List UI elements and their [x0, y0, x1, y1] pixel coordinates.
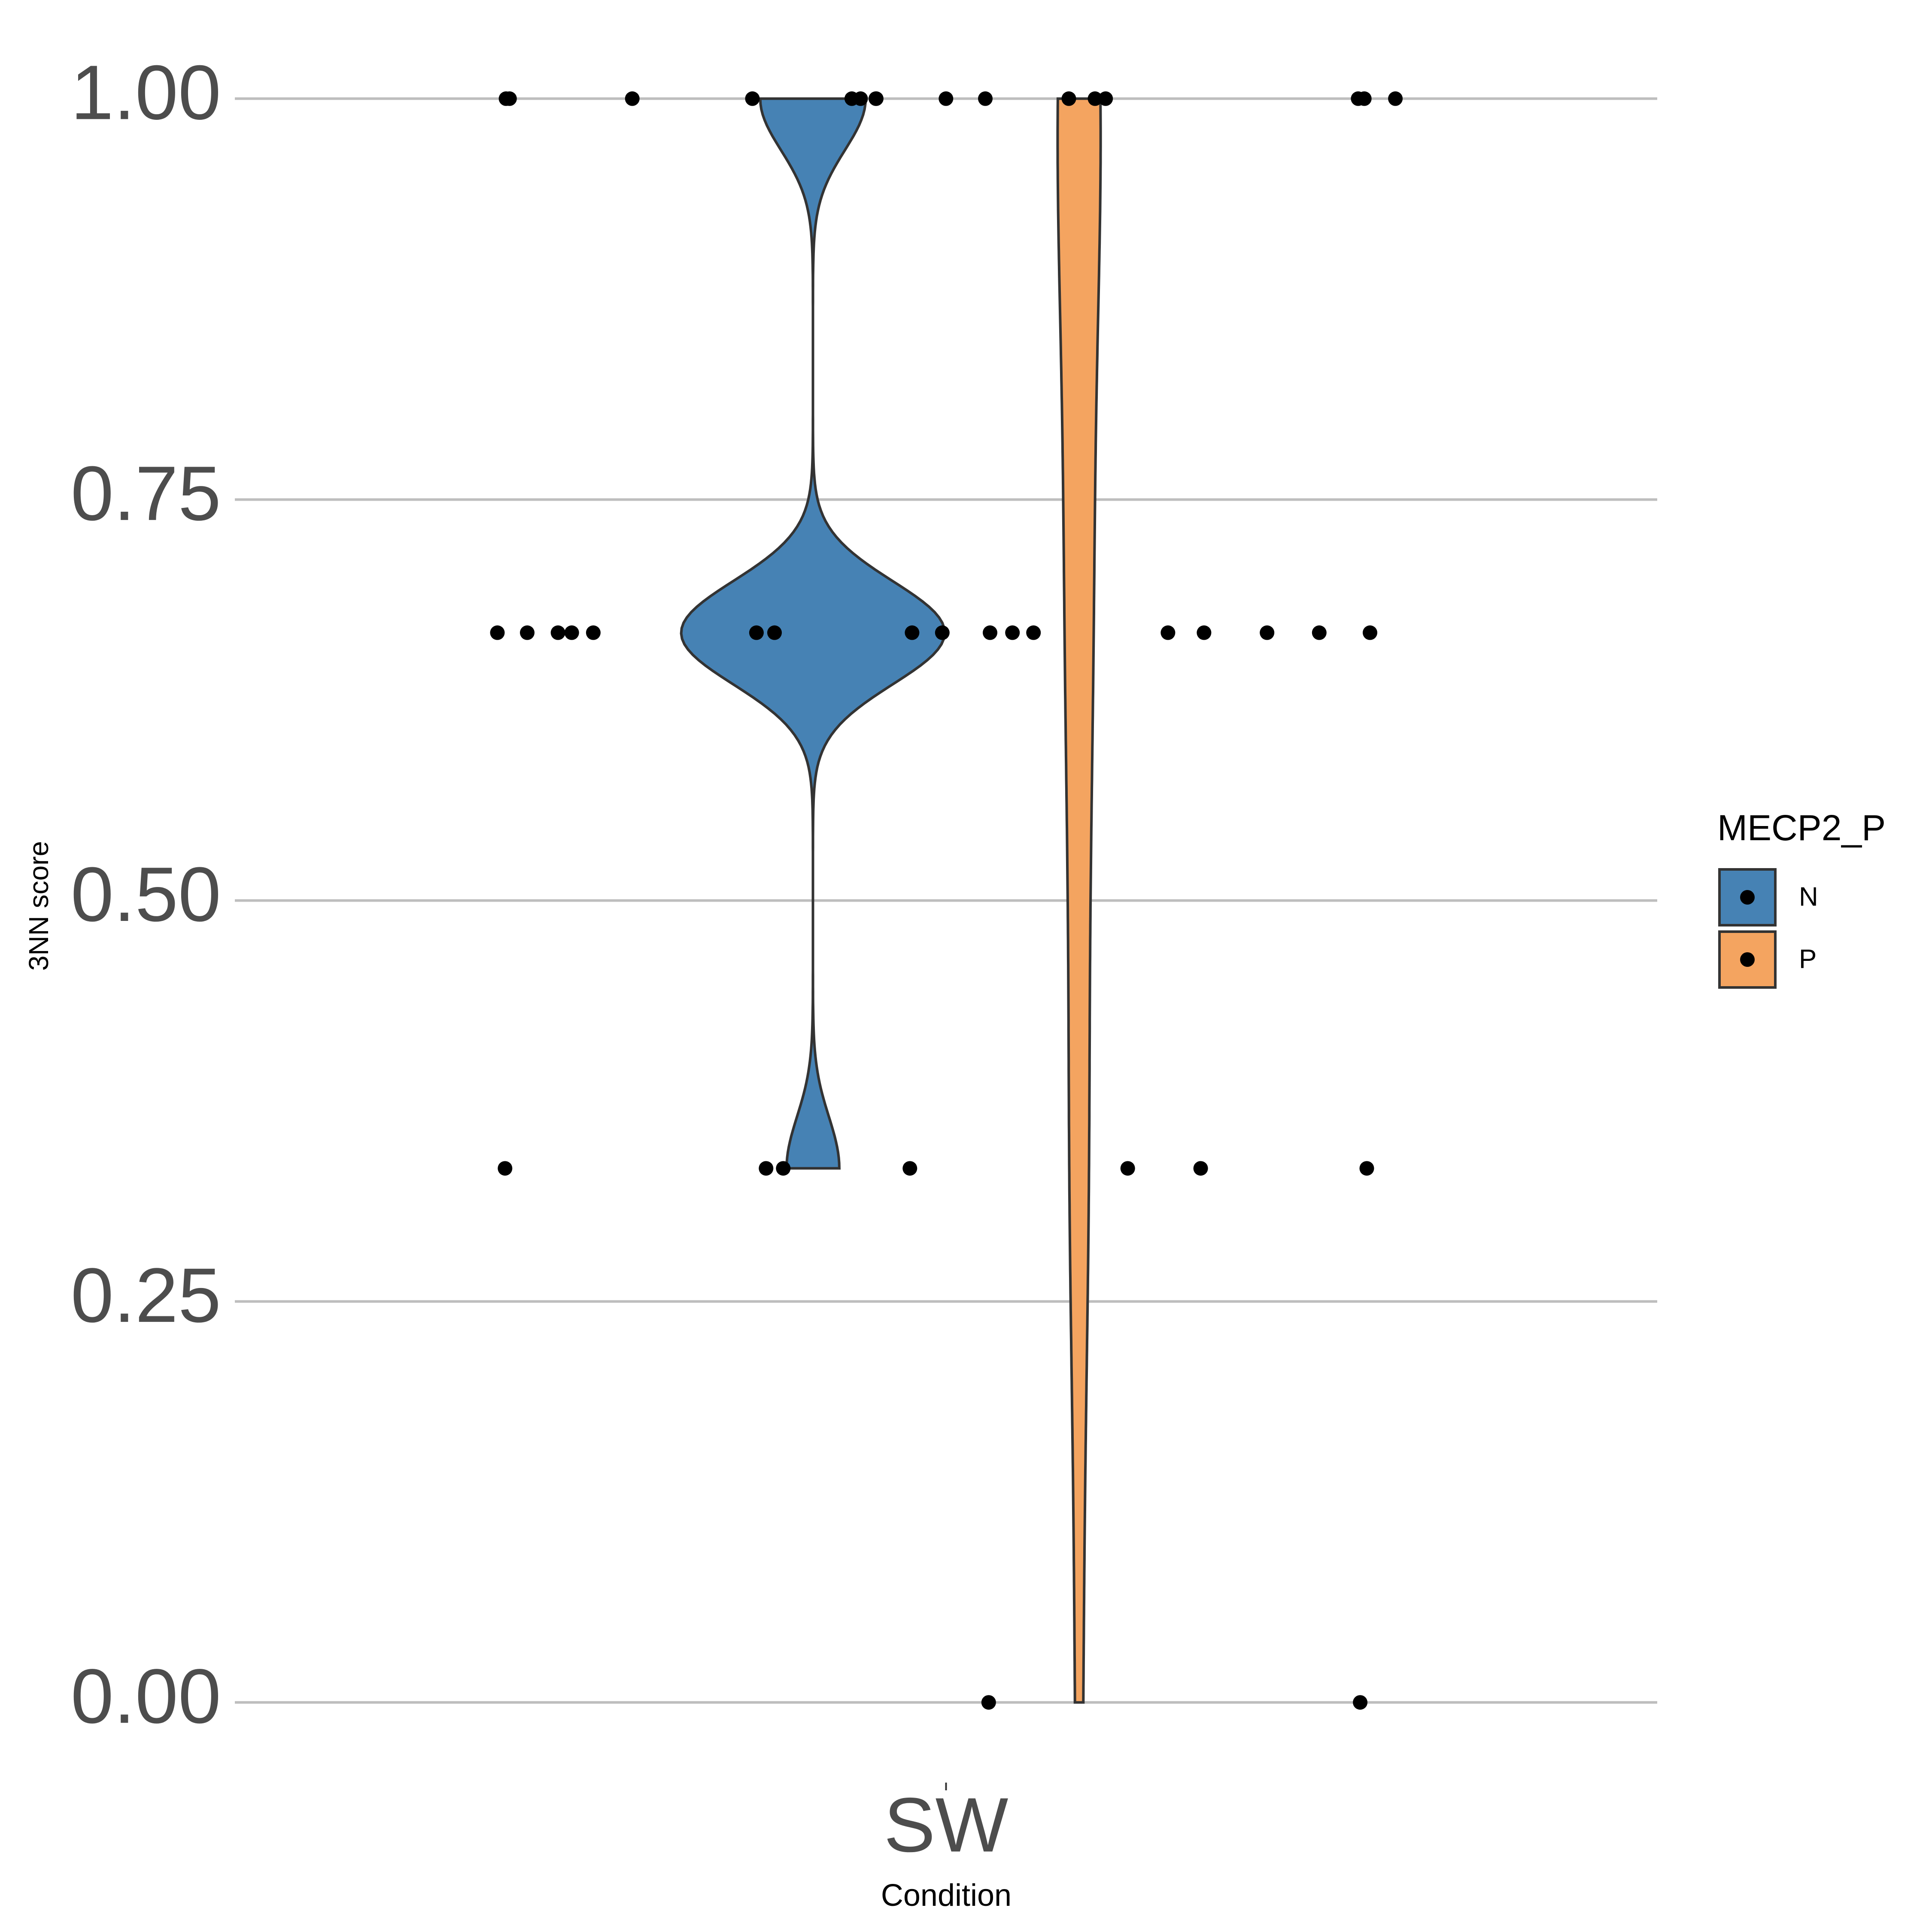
x-tick-label: SW — [884, 1782, 1009, 1868]
legend-title: MECP2_P — [1717, 808, 1886, 848]
data-point — [902, 1161, 917, 1176]
data-point — [1193, 1161, 1208, 1176]
y-tick-label: 0.00 — [71, 1653, 221, 1740]
data-point — [776, 1161, 791, 1176]
data-point — [1098, 91, 1113, 106]
y-tick-label: 1.00 — [71, 49, 221, 136]
data-point — [939, 91, 954, 106]
data-point — [749, 625, 764, 640]
data-point — [853, 91, 868, 106]
data-point — [869, 91, 884, 106]
data-point — [1353, 1695, 1368, 1710]
data-point — [1088, 91, 1103, 106]
data-point — [1260, 625, 1275, 640]
data-point — [1197, 625, 1212, 640]
y-axis-title: 3NN score — [23, 841, 54, 971]
y-tick-label: 0.25 — [71, 1252, 221, 1339]
data-point — [1363, 625, 1377, 640]
y-tick-label: 0.50 — [71, 851, 221, 938]
legend-point — [1740, 890, 1755, 905]
data-point — [905, 625, 920, 640]
data-point — [586, 625, 601, 640]
data-point — [1388, 91, 1403, 106]
data-point — [498, 1161, 513, 1176]
x-axis-title: Condition — [881, 1878, 1012, 1913]
data-point — [935, 625, 950, 640]
y-tick-label: 0.75 — [71, 450, 221, 537]
data-point — [625, 91, 640, 106]
data-point — [1005, 625, 1020, 640]
data-point — [564, 625, 579, 640]
data-point — [767, 625, 782, 640]
data-point — [1160, 625, 1176, 640]
data-point — [745, 91, 760, 106]
data-point — [520, 625, 535, 640]
legend-label: P — [1799, 944, 1817, 974]
data-point — [981, 1695, 996, 1710]
data-point — [490, 625, 505, 640]
data-point — [1026, 625, 1041, 640]
legend-point — [1740, 952, 1755, 967]
data-point — [978, 91, 993, 106]
data-point — [1120, 1161, 1135, 1176]
data-point — [1351, 91, 1366, 106]
data-point — [1359, 1161, 1374, 1176]
legend-key — [1718, 868, 1777, 927]
data-point — [1061, 91, 1076, 106]
data-point — [550, 625, 565, 640]
data-point — [759, 1161, 774, 1176]
data-point — [498, 91, 513, 106]
data-point — [1312, 625, 1327, 640]
data-point — [983, 625, 997, 640]
legend-label: N — [1799, 882, 1818, 911]
